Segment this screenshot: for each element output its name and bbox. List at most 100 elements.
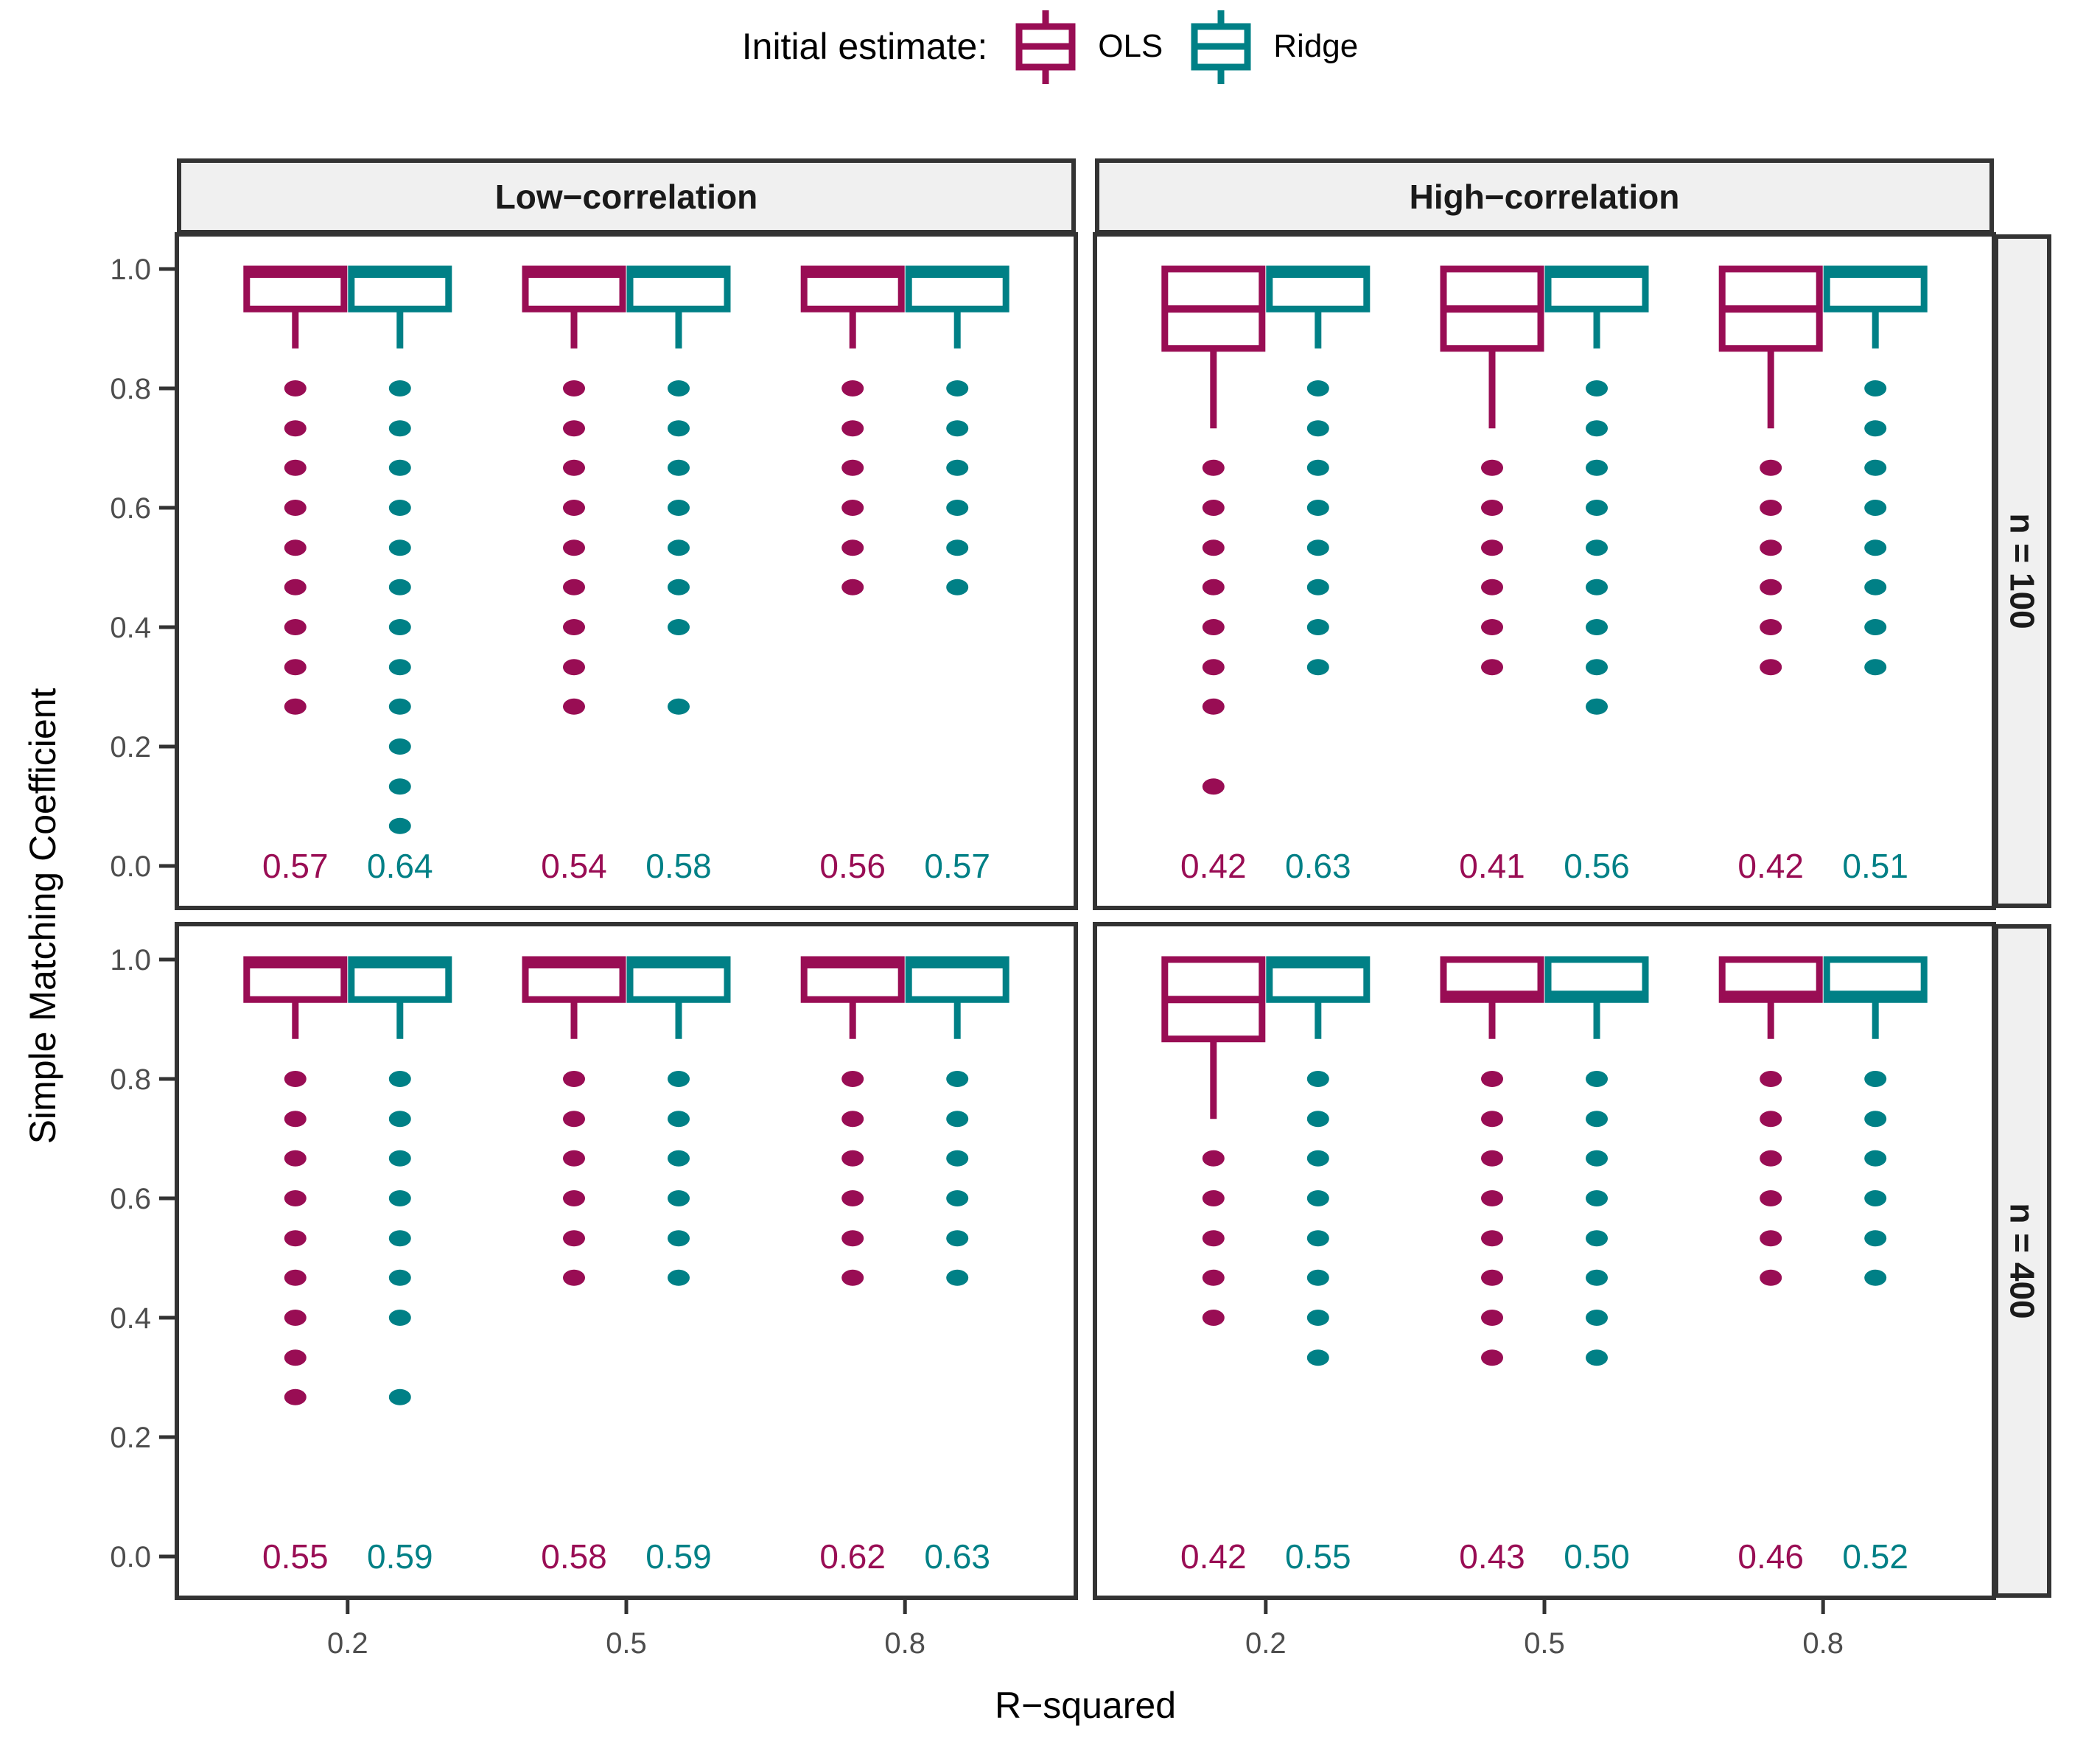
legend-item-ols: OLS [1012, 4, 1163, 89]
outlier-dot [388, 420, 411, 437]
facet-strip-label: Low−correlation [494, 177, 758, 216]
mean-label: 0.57 [924, 847, 990, 885]
outlier-dot [668, 1071, 690, 1087]
facet-strip-label: n = 400 [2003, 1203, 2042, 1319]
outlier-dot [1586, 1150, 1608, 1167]
outlier-dot [946, 1111, 969, 1128]
outlier-dot [841, 539, 864, 556]
outlier-dot [388, 698, 411, 715]
panel-border [175, 922, 1078, 1600]
outlier-dot [1760, 619, 1782, 635]
outlier-dot [1306, 659, 1329, 676]
outlier-dot [668, 1190, 690, 1206]
outlier-dot [1202, 579, 1225, 595]
outlier-dot [1586, 1349, 1608, 1366]
outlier-dot [388, 1071, 411, 1087]
outlier-dot [388, 1269, 411, 1286]
outlier-dot [284, 1150, 307, 1167]
panel-border [175, 232, 1078, 910]
outlier-dot [1306, 1310, 1329, 1326]
outlier-dot [1481, 500, 1503, 516]
facet-strip-label: n = 100 [2003, 513, 2042, 629]
mean-label: 0.57 [262, 847, 329, 885]
outlier-dot [1202, 778, 1225, 795]
outlier-dot [1306, 380, 1329, 396]
outlier-dot [563, 1111, 585, 1128]
mean-label: 0.56 [819, 847, 886, 885]
outlier-dot [1760, 659, 1782, 676]
outlier-dot [1586, 1230, 1608, 1247]
y-tick-label: 0.4 [110, 1302, 151, 1335]
outlier-dot [946, 1230, 969, 1247]
x-tick-label: 0.8 [1802, 1627, 1844, 1660]
outlier-dot [668, 380, 690, 396]
outlier-dot [563, 579, 585, 595]
outlier-dot [668, 500, 690, 516]
outlier-dot [388, 817, 411, 834]
outlier-dot [1586, 380, 1608, 396]
outlier-dot [1864, 500, 1887, 516]
outlier-dot [1202, 659, 1225, 676]
outlier-dot [388, 778, 411, 795]
outlier-dot [1760, 1230, 1782, 1247]
outlier-dot [668, 459, 690, 476]
outlier-dot [1481, 1071, 1503, 1087]
outlier-dot [841, 459, 864, 476]
outlier-dot [668, 1230, 690, 1247]
outlier-dot [1306, 1071, 1329, 1087]
outlier-dot [1306, 619, 1329, 635]
outlier-dot [946, 1190, 969, 1206]
outlier-dot [1306, 1111, 1329, 1128]
outlier-dot [1306, 1230, 1329, 1247]
outlier-dot [1586, 579, 1608, 595]
outlier-dot [1864, 459, 1887, 476]
mean-label: 0.42 [1180, 1537, 1247, 1576]
mean-label: 0.50 [1564, 1537, 1630, 1576]
outlier-dot [1864, 1150, 1887, 1167]
facet-strip-label: High−correlation [1409, 177, 1680, 216]
outlier-dot [563, 420, 585, 437]
outlier-dot [1202, 698, 1225, 715]
outlier-dot [284, 659, 307, 676]
outlier-dot [1481, 659, 1503, 676]
mean-label: 0.58 [541, 1537, 607, 1576]
outlier-dot [946, 380, 969, 396]
outlier-dot [1864, 659, 1887, 676]
outlier-dot [388, 500, 411, 516]
mean-label: 0.55 [262, 1537, 329, 1576]
outlier-dot [1864, 619, 1887, 635]
outlier-dot [1864, 579, 1887, 595]
mean-label: 0.42 [1737, 847, 1804, 885]
outlier-dot [1586, 459, 1608, 476]
outlier-dot [841, 1071, 864, 1087]
outlier-dot [1481, 1111, 1503, 1128]
outlier-dot [284, 539, 307, 556]
outlier-dot [388, 579, 411, 595]
outlier-dot [563, 1190, 585, 1206]
outlier-dot [388, 459, 411, 476]
mean-label: 0.63 [924, 1537, 990, 1576]
outlier-dot [1481, 1190, 1503, 1206]
outlier-dot [946, 539, 969, 556]
outlier-dot [284, 1269, 307, 1286]
outlier-dot [1586, 698, 1608, 715]
legend: Initial estimate: OLS [0, 6, 2100, 87]
outlier-dot [946, 500, 969, 516]
legend-item-ridge: Ridge [1188, 4, 1358, 89]
y-tick-label: 0.6 [110, 1183, 151, 1215]
outlier-dot [1586, 500, 1608, 516]
outlier-dot [563, 1230, 585, 1247]
outlier-dot [1586, 420, 1608, 437]
outlier-dot [1202, 1150, 1225, 1167]
mean-label: 0.64 [367, 847, 433, 885]
outlier-dot [284, 1310, 307, 1326]
outlier-dot [1202, 1269, 1225, 1286]
outlier-dot [563, 539, 585, 556]
y-axis-title: Simple Matching Coefficient [22, 688, 63, 1145]
outlier-dot [841, 1150, 864, 1167]
outlier-dot [946, 1150, 969, 1167]
outlier-dot [946, 420, 969, 437]
outlier-dot [563, 659, 585, 676]
